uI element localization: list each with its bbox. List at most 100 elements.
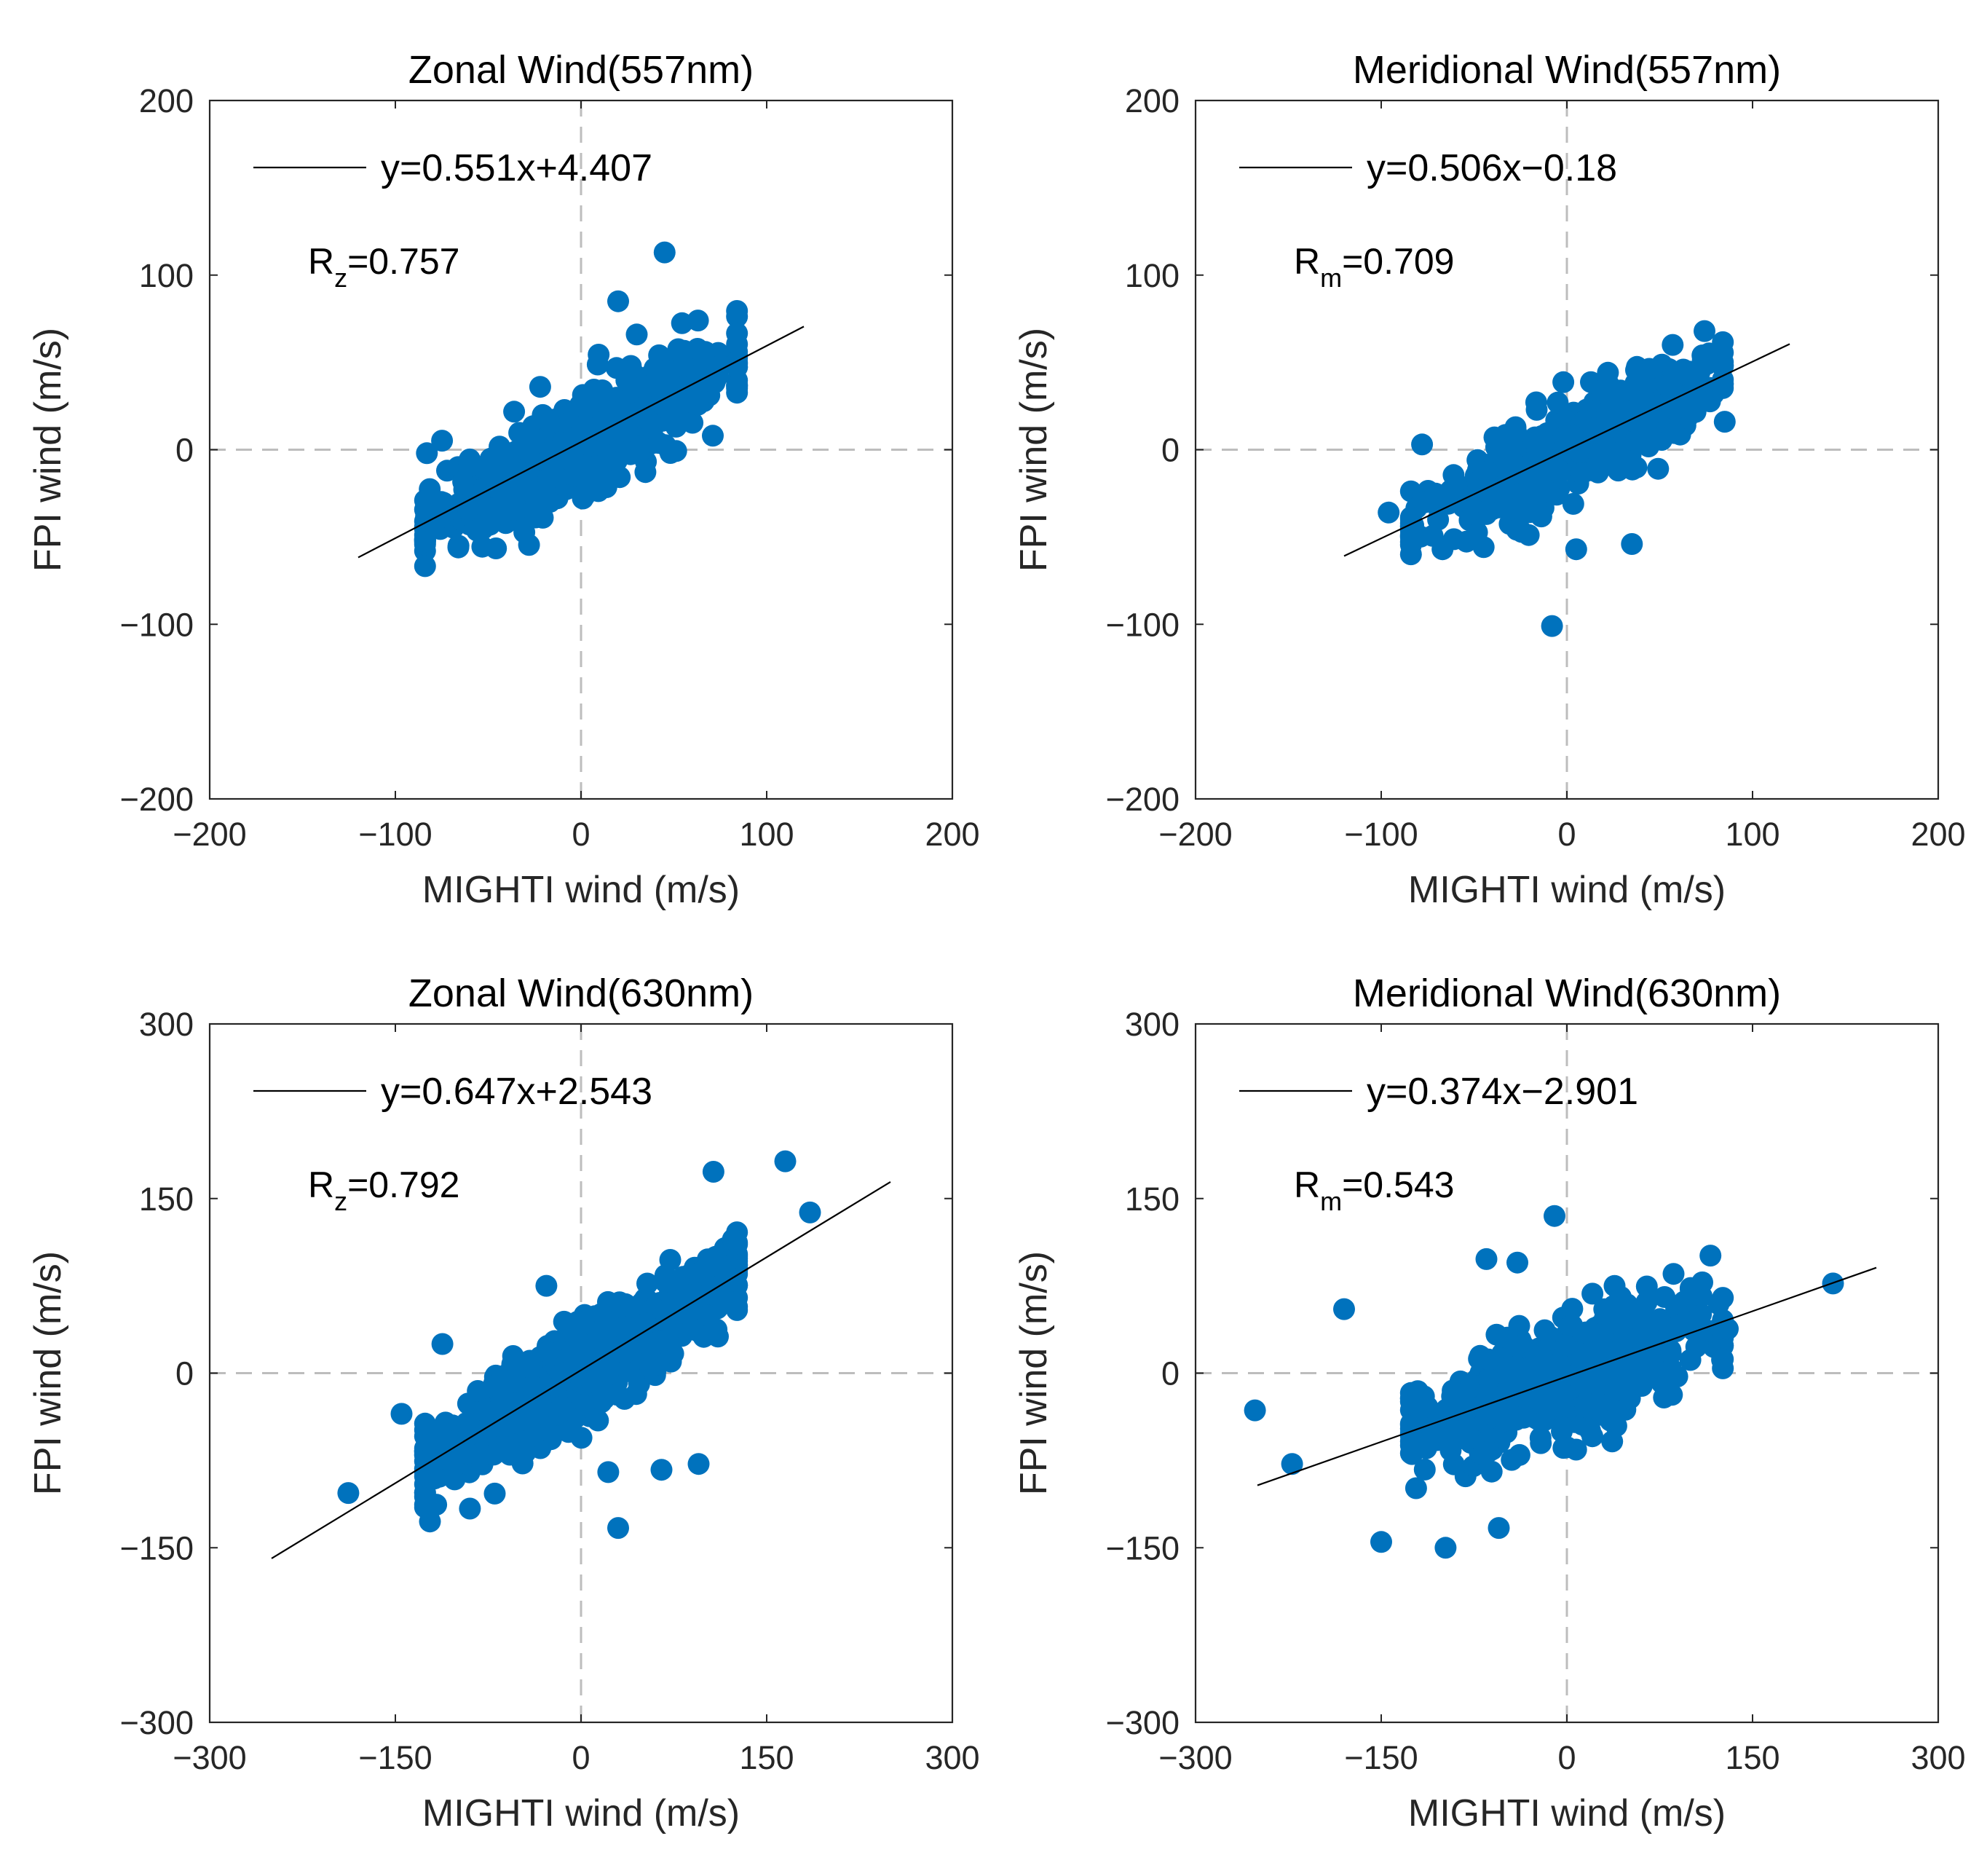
scatter-point <box>625 323 648 346</box>
scatter-point <box>1481 1403 1504 1426</box>
scatter-point <box>588 344 610 366</box>
correlation-annotation: Rz=0.757 <box>308 241 459 293</box>
scatter-point <box>1378 501 1400 524</box>
scatter-point <box>1434 1537 1457 1559</box>
scatter-point <box>466 519 489 542</box>
scatter-point <box>1712 1348 1734 1371</box>
y-tick-label: 300 <box>1125 1006 1180 1043</box>
scatter-point <box>660 360 682 383</box>
scatter-point <box>587 480 609 502</box>
x-axis-label: MIGHTI wind (m/s) <box>422 1792 740 1834</box>
scatter-point <box>1504 416 1527 438</box>
scatter-point <box>726 322 748 344</box>
scatter-point <box>672 376 695 398</box>
scatter-point <box>573 1393 596 1416</box>
scatter-point <box>431 430 454 452</box>
correlation-annotation: Rz=0.792 <box>308 1164 459 1216</box>
y-tick-label: −300 <box>1106 1704 1180 1741</box>
scatter-point <box>639 1356 662 1379</box>
correlation-value: =0.792 <box>347 1164 459 1205</box>
y-axis-label: FPI wind (m/s) <box>1013 1251 1055 1495</box>
scatter-point <box>419 1510 441 1533</box>
scatter-point <box>662 1298 684 1320</box>
scatter-point <box>687 338 708 360</box>
scatter-point <box>482 1443 505 1466</box>
scatter-point <box>414 1465 436 1488</box>
scatter-point <box>1552 371 1575 393</box>
scatter-point <box>1659 1342 1682 1365</box>
x-axis-label: MIGHTI wind (m/s) <box>1408 1792 1726 1834</box>
scatter-point <box>538 411 561 433</box>
scatter-point <box>1552 1437 1575 1459</box>
scatter-point <box>1627 1327 1649 1349</box>
scatter-points <box>414 241 748 578</box>
scatter-points <box>1244 1205 1844 1559</box>
scatter-point <box>557 1421 580 1443</box>
correlation-annotation: Rm=0.709 <box>1294 241 1454 293</box>
x-tick-label: 200 <box>1911 816 1965 853</box>
chart-panel-1: −200 −100 0 100 200 −200 −100 0 100 200 Zonal Wind… <box>27 48 980 911</box>
scatter-point <box>1712 1287 1734 1309</box>
correlation-subscript: m <box>1320 1186 1342 1216</box>
scatter-points <box>1378 320 1736 637</box>
scatter-point <box>1581 1282 1604 1305</box>
y-tick-label: 0 <box>1161 432 1180 469</box>
scatter-point <box>726 382 748 404</box>
correlation-letter: R <box>1294 1164 1320 1205</box>
scatter-point <box>1496 1326 1519 1349</box>
scatter-point <box>1529 439 1552 462</box>
scatter-point <box>650 1459 673 1481</box>
x-tick-label: −100 <box>358 816 432 853</box>
scatter-point <box>1625 456 1648 478</box>
scatter-point <box>1528 1408 1550 1431</box>
scatter-point <box>799 1201 821 1223</box>
scatter-point <box>1601 389 1623 411</box>
scatter-point <box>1442 481 1464 503</box>
correlation-letter: R <box>308 1164 334 1205</box>
scatter-point <box>1529 1427 1552 1449</box>
scatter-point <box>615 1321 638 1344</box>
y-tick-label: −150 <box>1106 1529 1180 1566</box>
scatter-point <box>609 466 631 489</box>
y-tick-label: 200 <box>139 82 194 119</box>
scatter-point <box>575 433 598 456</box>
scatter-point <box>1402 514 1424 537</box>
scatter-point <box>607 290 629 312</box>
scatter-point <box>726 305 748 328</box>
scatter-point <box>1475 1248 1498 1270</box>
y-tick-label: 0 <box>175 1355 194 1392</box>
regression-line <box>357 326 805 559</box>
scatter-point <box>1577 1397 1599 1419</box>
chart-panel-3: −300 −150 0 150 300 −300 −150 0 150 300 Zonal Wind… <box>27 972 980 1834</box>
y-tick-label: −150 <box>120 1529 194 1566</box>
scatter-point <box>659 442 682 464</box>
scatter-point <box>414 1450 436 1473</box>
scatter-point <box>1717 1317 1739 1340</box>
scatter-point <box>716 1265 739 1287</box>
y-axis-label: FPI wind (m/s) <box>27 1251 69 1495</box>
correlation-subscript: m <box>1320 263 1342 293</box>
scatter-point <box>1633 389 1656 411</box>
y-tick-label: −100 <box>120 606 194 643</box>
x-tick-label: 100 <box>1725 816 1779 853</box>
regression-line <box>271 1181 891 1559</box>
x-tick-label: 100 <box>739 816 794 853</box>
scatter-point <box>644 357 666 379</box>
scatter-point <box>1616 1293 1638 1316</box>
x-tick-label: 0 <box>572 1739 590 1776</box>
x-tick-label: −200 <box>1158 816 1232 853</box>
scatter-point <box>702 425 724 447</box>
regression-line <box>1257 1266 1877 1486</box>
scatter-point <box>636 1339 658 1361</box>
scatter-point <box>774 1150 797 1172</box>
scatter-point <box>696 1322 719 1344</box>
scatter-point <box>596 1319 619 1341</box>
scatter-point <box>659 1249 682 1271</box>
scatter-point <box>1712 354 1734 377</box>
x-tick-label: 0 <box>1557 816 1576 853</box>
chart-title: Zonal Wind(630nm) <box>408 972 754 1015</box>
chart-panel-2: −200 −100 0 100 200 −200 −100 0 100 200 Meridional… <box>1013 48 1966 911</box>
y-tick-label: 0 <box>175 432 194 469</box>
scatter-point <box>414 1412 436 1435</box>
